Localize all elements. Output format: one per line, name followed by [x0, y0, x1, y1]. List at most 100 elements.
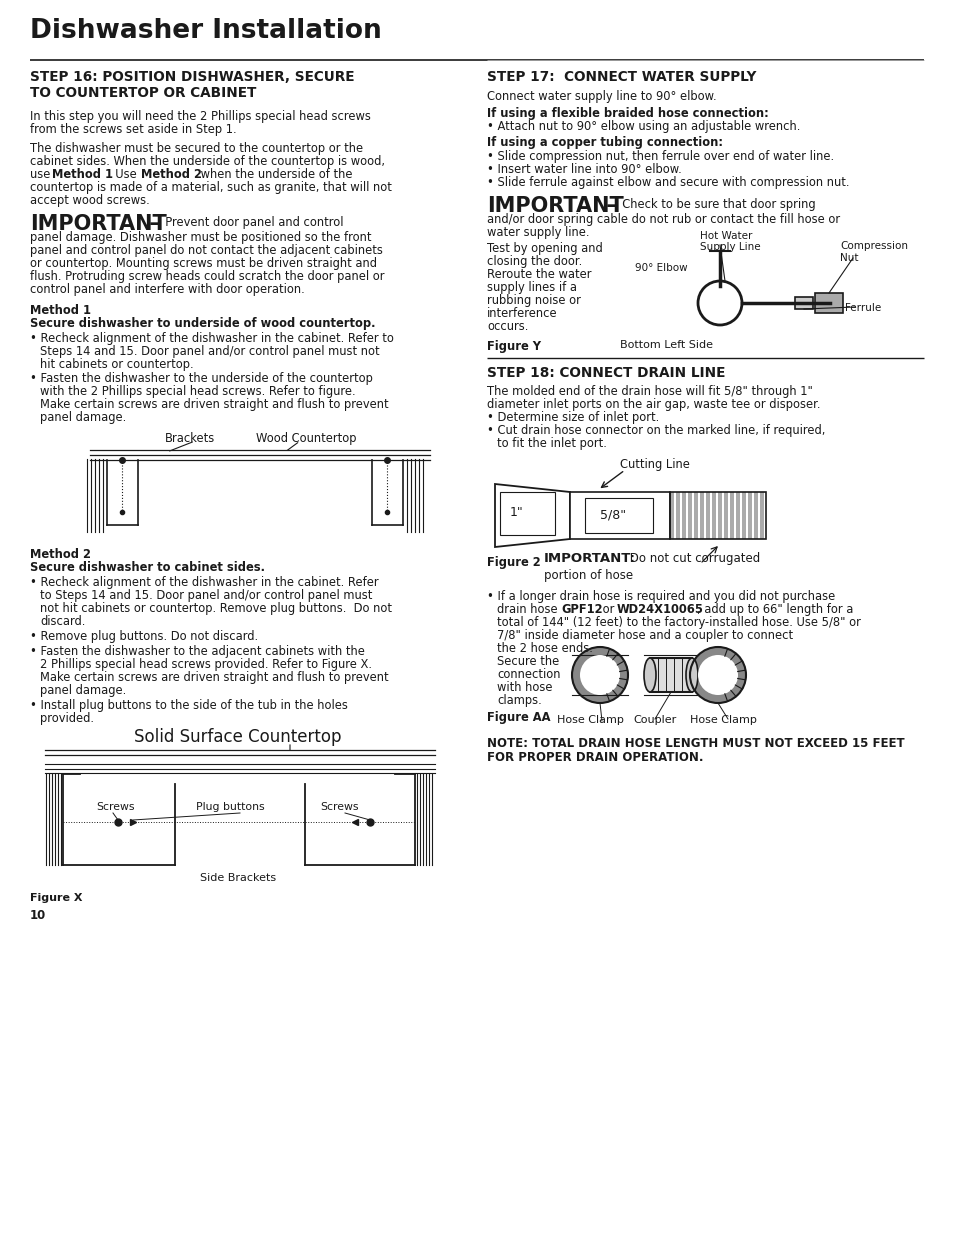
Bar	[760, 492, 763, 538]
Text: portion of hose: portion of hose	[543, 569, 633, 582]
Text: water supply line.: water supply line.	[486, 226, 589, 240]
Text: Plug buttons: Plug buttons	[195, 802, 264, 811]
Text: Reroute the water: Reroute the water	[486, 268, 591, 282]
Bar	[681, 492, 685, 538]
Text: Do not cut corrugated: Do not cut corrugated	[625, 552, 760, 564]
Bar	[700, 492, 703, 538]
Bar	[569, 492, 669, 538]
Text: Method 1: Method 1	[30, 304, 91, 317]
Text: In this step you will need the 2 Phillips special head screws: In this step you will need the 2 Phillip…	[30, 110, 371, 124]
Text: panel damage.: panel damage.	[40, 411, 126, 424]
Text: IMPORTANT: IMPORTANT	[30, 214, 167, 233]
Bar	[729, 492, 733, 538]
Text: provided.: provided.	[40, 713, 94, 725]
Bar	[747, 492, 751, 538]
Text: • Recheck alignment of the dishwasher in the cabinet. Refer: • Recheck alignment of the dishwasher in…	[30, 576, 378, 589]
Bar	[649, 658, 691, 692]
Text: 2 Phillips special head screws provided. Refer to Figure X.: 2 Phillips special head screws provided.…	[40, 658, 372, 671]
Text: panel damage. Dishwasher must be positioned so the front: panel damage. Dishwasher must be positio…	[30, 231, 371, 245]
Text: Hose Clamp: Hose Clamp	[557, 715, 623, 725]
Text: , add up to 66" length for a: , add up to 66" length for a	[697, 603, 853, 616]
Bar	[584, 498, 652, 534]
Text: Prevent door panel and control: Prevent door panel and control	[158, 216, 343, 228]
Text: NOTE: TOTAL DRAIN HOSE LENGTH MUST NOT EXCEED 15 FEET: NOTE: TOTAL DRAIN HOSE LENGTH MUST NOT E…	[486, 737, 903, 750]
Text: If using a copper tubing connection:: If using a copper tubing connection:	[486, 136, 722, 149]
Text: • Cut drain hose connector on the marked line, if required,: • Cut drain hose connector on the marked…	[486, 424, 824, 437]
Bar	[741, 492, 745, 538]
Text: Steps 14 and 15. Door panel and/or control panel must not: Steps 14 and 15. Door panel and/or contr…	[40, 345, 379, 358]
Text: Bottom Left Side: Bottom Left Side	[619, 340, 712, 350]
Bar	[718, 492, 721, 538]
Bar	[718, 492, 721, 538]
Bar	[814, 293, 842, 312]
Text: FOR PROPER DRAIN OPERATION.: FOR PROPER DRAIN OPERATION.	[486, 751, 702, 764]
Bar	[693, 492, 698, 538]
Bar	[760, 492, 763, 538]
Text: Figure AA: Figure AA	[486, 711, 550, 724]
Text: • Fasten the dishwasher to the underside of the countertop: • Fasten the dishwasher to the underside…	[30, 372, 373, 385]
Bar	[705, 492, 709, 538]
Text: panel and control panel do not contact the adjacent cabinets: panel and control panel do not contact t…	[30, 245, 382, 257]
Bar	[753, 492, 758, 538]
Circle shape	[579, 655, 619, 695]
Text: the 2 hose ends.: the 2 hose ends.	[497, 642, 592, 655]
Text: to fit the inlet port.: to fit the inlet port.	[497, 437, 606, 450]
Text: Supply Line: Supply Line	[700, 242, 760, 252]
Bar	[687, 492, 691, 538]
Text: closing the door.: closing the door.	[486, 254, 581, 268]
Text: when the underside of the: when the underside of the	[196, 168, 352, 182]
Text: Make certain screws are driven straight and flush to prevent: Make certain screws are driven straight …	[40, 398, 388, 411]
Text: STEP 16: POSITION DISHWASHER, SECURE: STEP 16: POSITION DISHWASHER, SECURE	[30, 70, 355, 84]
Text: supply lines if a: supply lines if a	[486, 282, 577, 294]
Text: countertop is made of a material, such as granite, that will not: countertop is made of a material, such a…	[30, 182, 392, 194]
Bar	[747, 492, 751, 538]
Text: with the 2 Phillips special head screws. Refer to figure.: with the 2 Phillips special head screws.…	[40, 385, 355, 398]
Text: 5/8": 5/8"	[599, 508, 625, 521]
Bar	[729, 492, 733, 538]
Text: IMPORTANT: IMPORTANT	[486, 196, 623, 216]
Text: Solid Surface Countertop: Solid Surface Countertop	[134, 727, 341, 746]
Bar	[741, 492, 745, 538]
Bar	[669, 492, 673, 538]
Bar	[687, 492, 691, 538]
Circle shape	[689, 647, 745, 703]
Text: • Slide ferrule against elbow and secure with compression nut.: • Slide ferrule against elbow and secure…	[486, 177, 848, 189]
Text: Ferrule: Ferrule	[844, 303, 881, 312]
Text: If using a flexible braided hose connection:: If using a flexible braided hose connect…	[486, 107, 768, 120]
Text: Screws: Screws	[96, 802, 134, 811]
Bar	[711, 492, 716, 538]
Text: hit cabinets or countertop.: hit cabinets or countertop.	[40, 358, 193, 370]
Bar	[669, 492, 673, 538]
Text: Hose Clamp: Hose Clamp	[689, 715, 756, 725]
Bar	[669, 492, 765, 538]
Bar	[681, 492, 685, 538]
Text: Wood Countertop: Wood Countertop	[255, 432, 356, 445]
Text: • If a longer drain hose is required and you did not purchase: • If a longer drain hose is required and…	[486, 590, 835, 603]
Text: • Insert water line into 90° elbow.: • Insert water line into 90° elbow.	[486, 163, 681, 177]
Text: . Use: . Use	[108, 168, 140, 182]
Text: • Slide compression nut, then ferrule over end of water line.: • Slide compression nut, then ferrule ov…	[486, 149, 833, 163]
Bar	[735, 492, 740, 538]
Text: to Steps 14 and 15. Door panel and/or control panel must: to Steps 14 and 15. Door panel and/or co…	[40, 589, 372, 601]
Text: 10: 10	[30, 909, 46, 923]
Text: panel damage.: panel damage.	[40, 684, 126, 697]
Text: Dishwasher Installation: Dishwasher Installation	[30, 19, 381, 44]
Text: and/or door spring cable do not rub or contact the fill hose or: and/or door spring cable do not rub or c…	[486, 212, 840, 226]
Bar	[735, 492, 740, 538]
Ellipse shape	[643, 658, 656, 692]
Text: drain hose: drain hose	[497, 603, 560, 616]
Bar	[700, 492, 703, 538]
Text: Method 1: Method 1	[52, 168, 112, 182]
Bar	[499, 492, 555, 535]
Text: rubbing noise or: rubbing noise or	[486, 294, 580, 308]
Text: occurs.: occurs.	[486, 320, 528, 333]
Text: control panel and interfere with door operation.: control panel and interfere with door op…	[30, 283, 304, 296]
Text: Make certain screws are driven straight and flush to prevent: Make certain screws are driven straight …	[40, 671, 388, 684]
Circle shape	[698, 655, 738, 695]
Text: • Attach nut to 90° elbow using an adjustable wrench.: • Attach nut to 90° elbow using an adjus…	[486, 120, 800, 133]
Text: The dishwasher must be secured to the countertop or the: The dishwasher must be secured to the co…	[30, 142, 363, 156]
Text: IMPORTANT:: IMPORTANT:	[543, 552, 636, 564]
Text: WD24X10065: WD24X10065	[617, 603, 703, 616]
Bar	[676, 492, 679, 538]
Text: flush. Protruding screw heads could scratch the door panel or: flush. Protruding screw heads could scra…	[30, 270, 384, 283]
